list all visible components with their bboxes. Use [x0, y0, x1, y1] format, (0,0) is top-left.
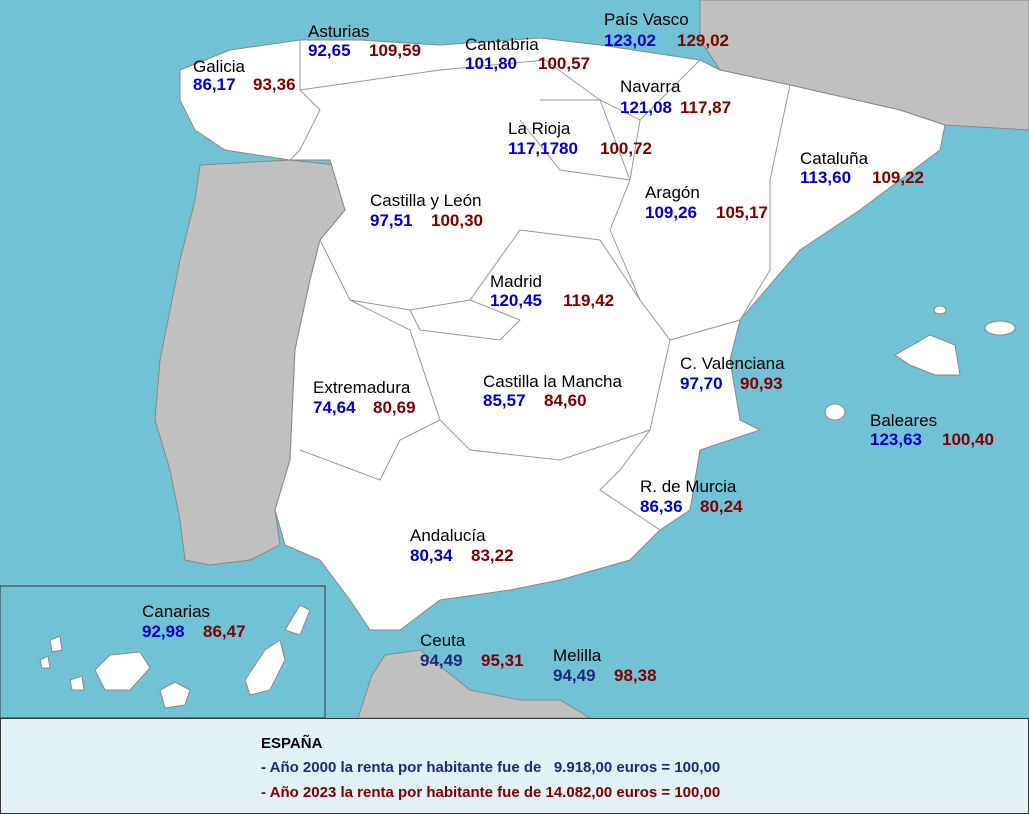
region-name: Cataluña — [800, 149, 869, 168]
region-name: Extremadura — [313, 378, 411, 397]
value-2023: 109,22 — [872, 168, 924, 187]
value-2023: 100,57 — [538, 54, 590, 73]
value-2023: 86,47 — [203, 622, 246, 641]
value-2000: 92,65 — [308, 41, 351, 60]
value-2000: 94,49 — [553, 666, 596, 685]
value-2023: 84,60 — [544, 391, 587, 410]
value-2000: 123,02 — [604, 31, 656, 50]
canarias-islands — [39, 604, 311, 709]
region: Navarra 121,08 117,87 — [620, 77, 731, 117]
value-2023: 109,59 — [369, 41, 421, 60]
region-name: C. Valenciana — [680, 354, 785, 373]
value-2000: 121,08 — [620, 98, 672, 117]
value-2000: 80,34 — [410, 546, 453, 565]
value-2023: 119,42 — [563, 291, 614, 310]
value-2000: 86,36 — [640, 497, 683, 516]
region-name: Galicia — [193, 57, 246, 76]
value-2023: 80,24 — [700, 497, 743, 516]
region-name: Melilla — [553, 646, 602, 665]
spain — [179, 37, 946, 631]
value-2023: 93,36 — [253, 75, 296, 94]
value-2000: 120,45 — [490, 291, 542, 310]
value-2000: 86,17 — [193, 75, 236, 94]
value-2000: 92,98 — [142, 622, 185, 641]
africa — [357, 649, 592, 719]
value-2000: 94,49 — [420, 651, 463, 670]
value-2000: 97,51 — [370, 211, 413, 230]
region-name: Asturias — [308, 22, 369, 41]
value-2023: 90,93 — [740, 374, 783, 393]
value-2023: 129,02 — [677, 31, 729, 50]
footer-box — [0, 718, 1029, 814]
region-name: Ceuta — [420, 631, 466, 650]
region: País Vasco 123,02 129,02 — [604, 10, 729, 50]
region-name: R. de Murcia — [640, 477, 737, 496]
baleares-islands — [824, 305, 1016, 421]
region-name: Castilla la Mancha — [483, 372, 622, 391]
region-name: Madrid — [490, 272, 542, 291]
value-2000: 117,1780 — [508, 139, 578, 158]
value-2000: 74,64 — [313, 398, 356, 417]
value-2000: 97,70 — [680, 374, 723, 393]
value-2023: 117,87 — [680, 98, 731, 117]
value-2000: 85,57 — [483, 391, 526, 410]
region-name: Andalucía — [410, 526, 486, 545]
region-name: Aragón — [645, 183, 700, 202]
footer-title: ESPAÑA — [261, 734, 323, 752]
region-name: Navarra — [620, 77, 681, 96]
value-2000: 113,60 — [800, 168, 851, 187]
region-name: Castilla y León — [370, 191, 482, 210]
region-name: País Vasco — [604, 10, 689, 29]
value-2023: 98,38 — [614, 666, 657, 685]
value-2023: 100,30 — [431, 211, 483, 230]
region-name: Baleares — [870, 411, 937, 430]
value-2023: 100,72 — [600, 139, 652, 158]
footer-line: - Año 2023 la renta por habitante fue de… — [261, 784, 720, 801]
footer-line: - Año 2000 la renta por habitante fue de… — [261, 759, 720, 776]
value-2000: 123,63 — [870, 430, 922, 449]
region-name: La Rioja — [508, 119, 571, 138]
value-2023: 83,22 — [471, 546, 514, 565]
region-name: Canarias — [142, 602, 210, 621]
region-borders — [289, 40, 791, 531]
value-2000: 109,26 — [645, 203, 697, 222]
value-2023: 95,31 — [481, 651, 524, 670]
region-name: Cantabria — [465, 35, 539, 54]
value-2023: 100,40 — [942, 430, 994, 449]
value-2023: 105,17 — [716, 203, 768, 222]
value-2000: 101,80 — [465, 54, 517, 73]
value-2023: 80,69 — [373, 398, 416, 417]
